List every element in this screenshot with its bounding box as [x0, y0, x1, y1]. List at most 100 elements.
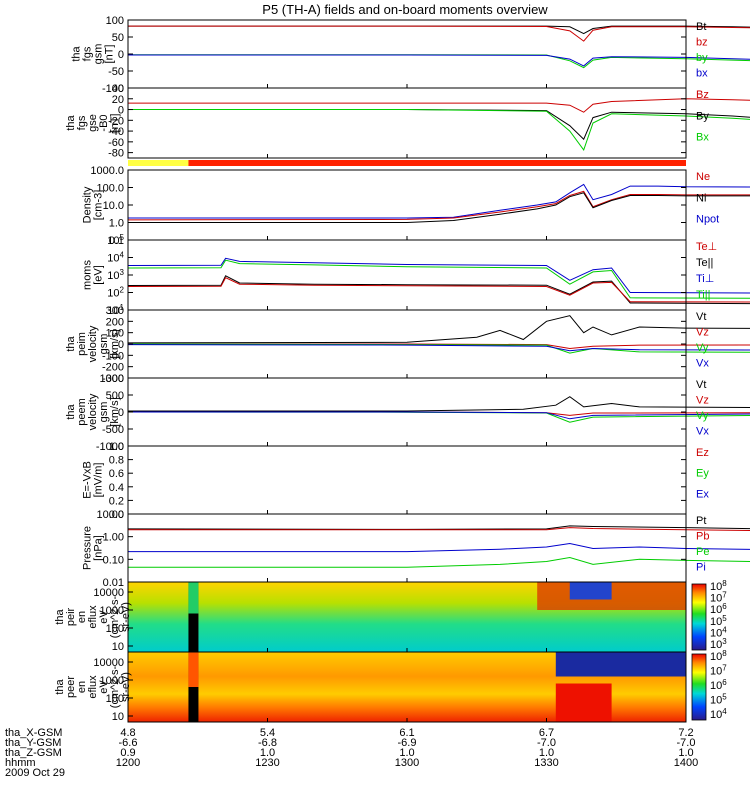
y-tick-label: 0.10 [103, 554, 124, 566]
legend-Vx: Vx [696, 426, 709, 438]
depleted-region [556, 652, 686, 677]
y-tick-label: -200 [102, 362, 124, 374]
y-tick-label: 102 [107, 286, 124, 300]
legend-Vy: Vy [696, 410, 709, 422]
y-tick-label: 0.6 [109, 468, 124, 480]
legend-Vz: Vz [696, 327, 709, 339]
legend-bx: bx [696, 68, 708, 80]
colorbar-tick-label: 105 [710, 693, 727, 707]
date-label: 2009 Oct 29 [5, 767, 65, 779]
series-Pi [128, 544, 750, 552]
y-tick-label: 10 [112, 711, 124, 723]
legend-Bz: Bz [696, 89, 709, 101]
series-bz [128, 26, 750, 41]
y-tick-label: 10 [112, 641, 124, 653]
legend-Bt: Bt [696, 21, 706, 33]
x-tick-label: 1230 [255, 757, 279, 769]
y-tick-label: 300 [106, 305, 124, 317]
y-axis-label: [km/s] [109, 397, 121, 426]
y-axis-label: [nT] [109, 114, 121, 133]
y-tick-label: 1000.0 [90, 165, 124, 177]
colorbar [692, 654, 706, 720]
y-tick-label: 0.8 [109, 455, 124, 467]
y-tick-label: 104 [107, 251, 124, 265]
legend-Vy: Vy [696, 342, 709, 354]
series-bx [128, 55, 750, 66]
legend-Ti||: Ti|| [696, 289, 710, 301]
series-Vt [128, 397, 750, 411]
x-tick-label: 1400 [674, 757, 698, 769]
series-By [128, 110, 750, 140]
legend-Ex: Ex [696, 488, 709, 500]
legend-Ez: Ez [696, 447, 709, 459]
y-axis-label: [nPa] [93, 535, 105, 561]
y-axis-label: [nT] [104, 45, 116, 64]
y-tick-label: 0.2 [109, 495, 124, 507]
y-axis-label: [km/s] [109, 329, 121, 358]
colorbar [692, 584, 706, 650]
series-Vy [128, 412, 750, 422]
colorbar-tick-label: 108 [710, 649, 727, 663]
legend-Ti⊥: Ti⊥ [696, 273, 714, 285]
series-Bx [128, 110, 750, 150]
mode-bar-fast [188, 160, 686, 166]
gap-fill [188, 652, 198, 687]
legend-Ni: Ni [696, 192, 706, 204]
legend-Vx: Vx [696, 358, 709, 370]
y-tick-label: 50 [112, 32, 124, 44]
panel-density: 1000.0100.010.01.00.1Density[cm-3]NeNiNp… [82, 165, 750, 247]
y-tick-label: 100 [106, 15, 124, 27]
series-Ti⊥ [128, 258, 750, 293]
y-tick-label: -50 [108, 66, 124, 78]
y-tick-label: 10.00 [96, 509, 124, 521]
y-tick-label: 0 [118, 49, 124, 61]
x-tick-label: 1200 [116, 757, 140, 769]
legend-Ne: Ne [696, 171, 710, 183]
panel-frame [128, 170, 686, 240]
colorbar-tick-label: 106 [710, 678, 727, 692]
series-Pe [128, 558, 750, 568]
series-Pb [128, 528, 750, 532]
legend-Pe: Pe [696, 546, 709, 558]
legend-Vz: Vz [696, 395, 709, 407]
legend-Ey: Ey [696, 468, 709, 480]
y-tick-label: 1.0 [109, 441, 124, 453]
series-Te⊥ [128, 278, 750, 303]
x-tick-label: 1330 [534, 757, 558, 769]
y-axis-label: sr-eV) [120, 602, 132, 632]
series-Npot [128, 184, 750, 218]
legend-Vt: Vt [696, 379, 706, 391]
x-tick-label: 1300 [395, 757, 419, 769]
y-axis-label: [eV] [93, 265, 105, 285]
y-tick-label: 0.4 [109, 482, 124, 494]
y-tick-label: -80 [108, 148, 124, 160]
series-Vt [128, 316, 750, 343]
legend-Te||: Te|| [696, 257, 713, 269]
legend-Pi: Pi [696, 562, 706, 574]
y-axis-label: sr-eV) [120, 672, 132, 702]
legend-Vt: Vt [696, 311, 706, 323]
y-axis-label: [mV/m] [93, 463, 105, 498]
series-Te|| [128, 276, 750, 304]
y-tick-label: 1.0 [109, 218, 124, 230]
legend-bz: bz [696, 37, 708, 49]
enhanced-region [556, 684, 612, 723]
panel-frame [128, 88, 686, 158]
figure-title: P5 (TH-A) fields and on-board moments ov… [262, 2, 548, 17]
legend-Bx: Bx [696, 132, 709, 144]
legend-Npot: Npot [696, 214, 719, 226]
panel-frame [128, 240, 686, 310]
y-tick-label: 10.0 [103, 200, 124, 212]
colorbar-tick-label: 104 [710, 707, 727, 721]
legend-By: By [696, 110, 709, 122]
